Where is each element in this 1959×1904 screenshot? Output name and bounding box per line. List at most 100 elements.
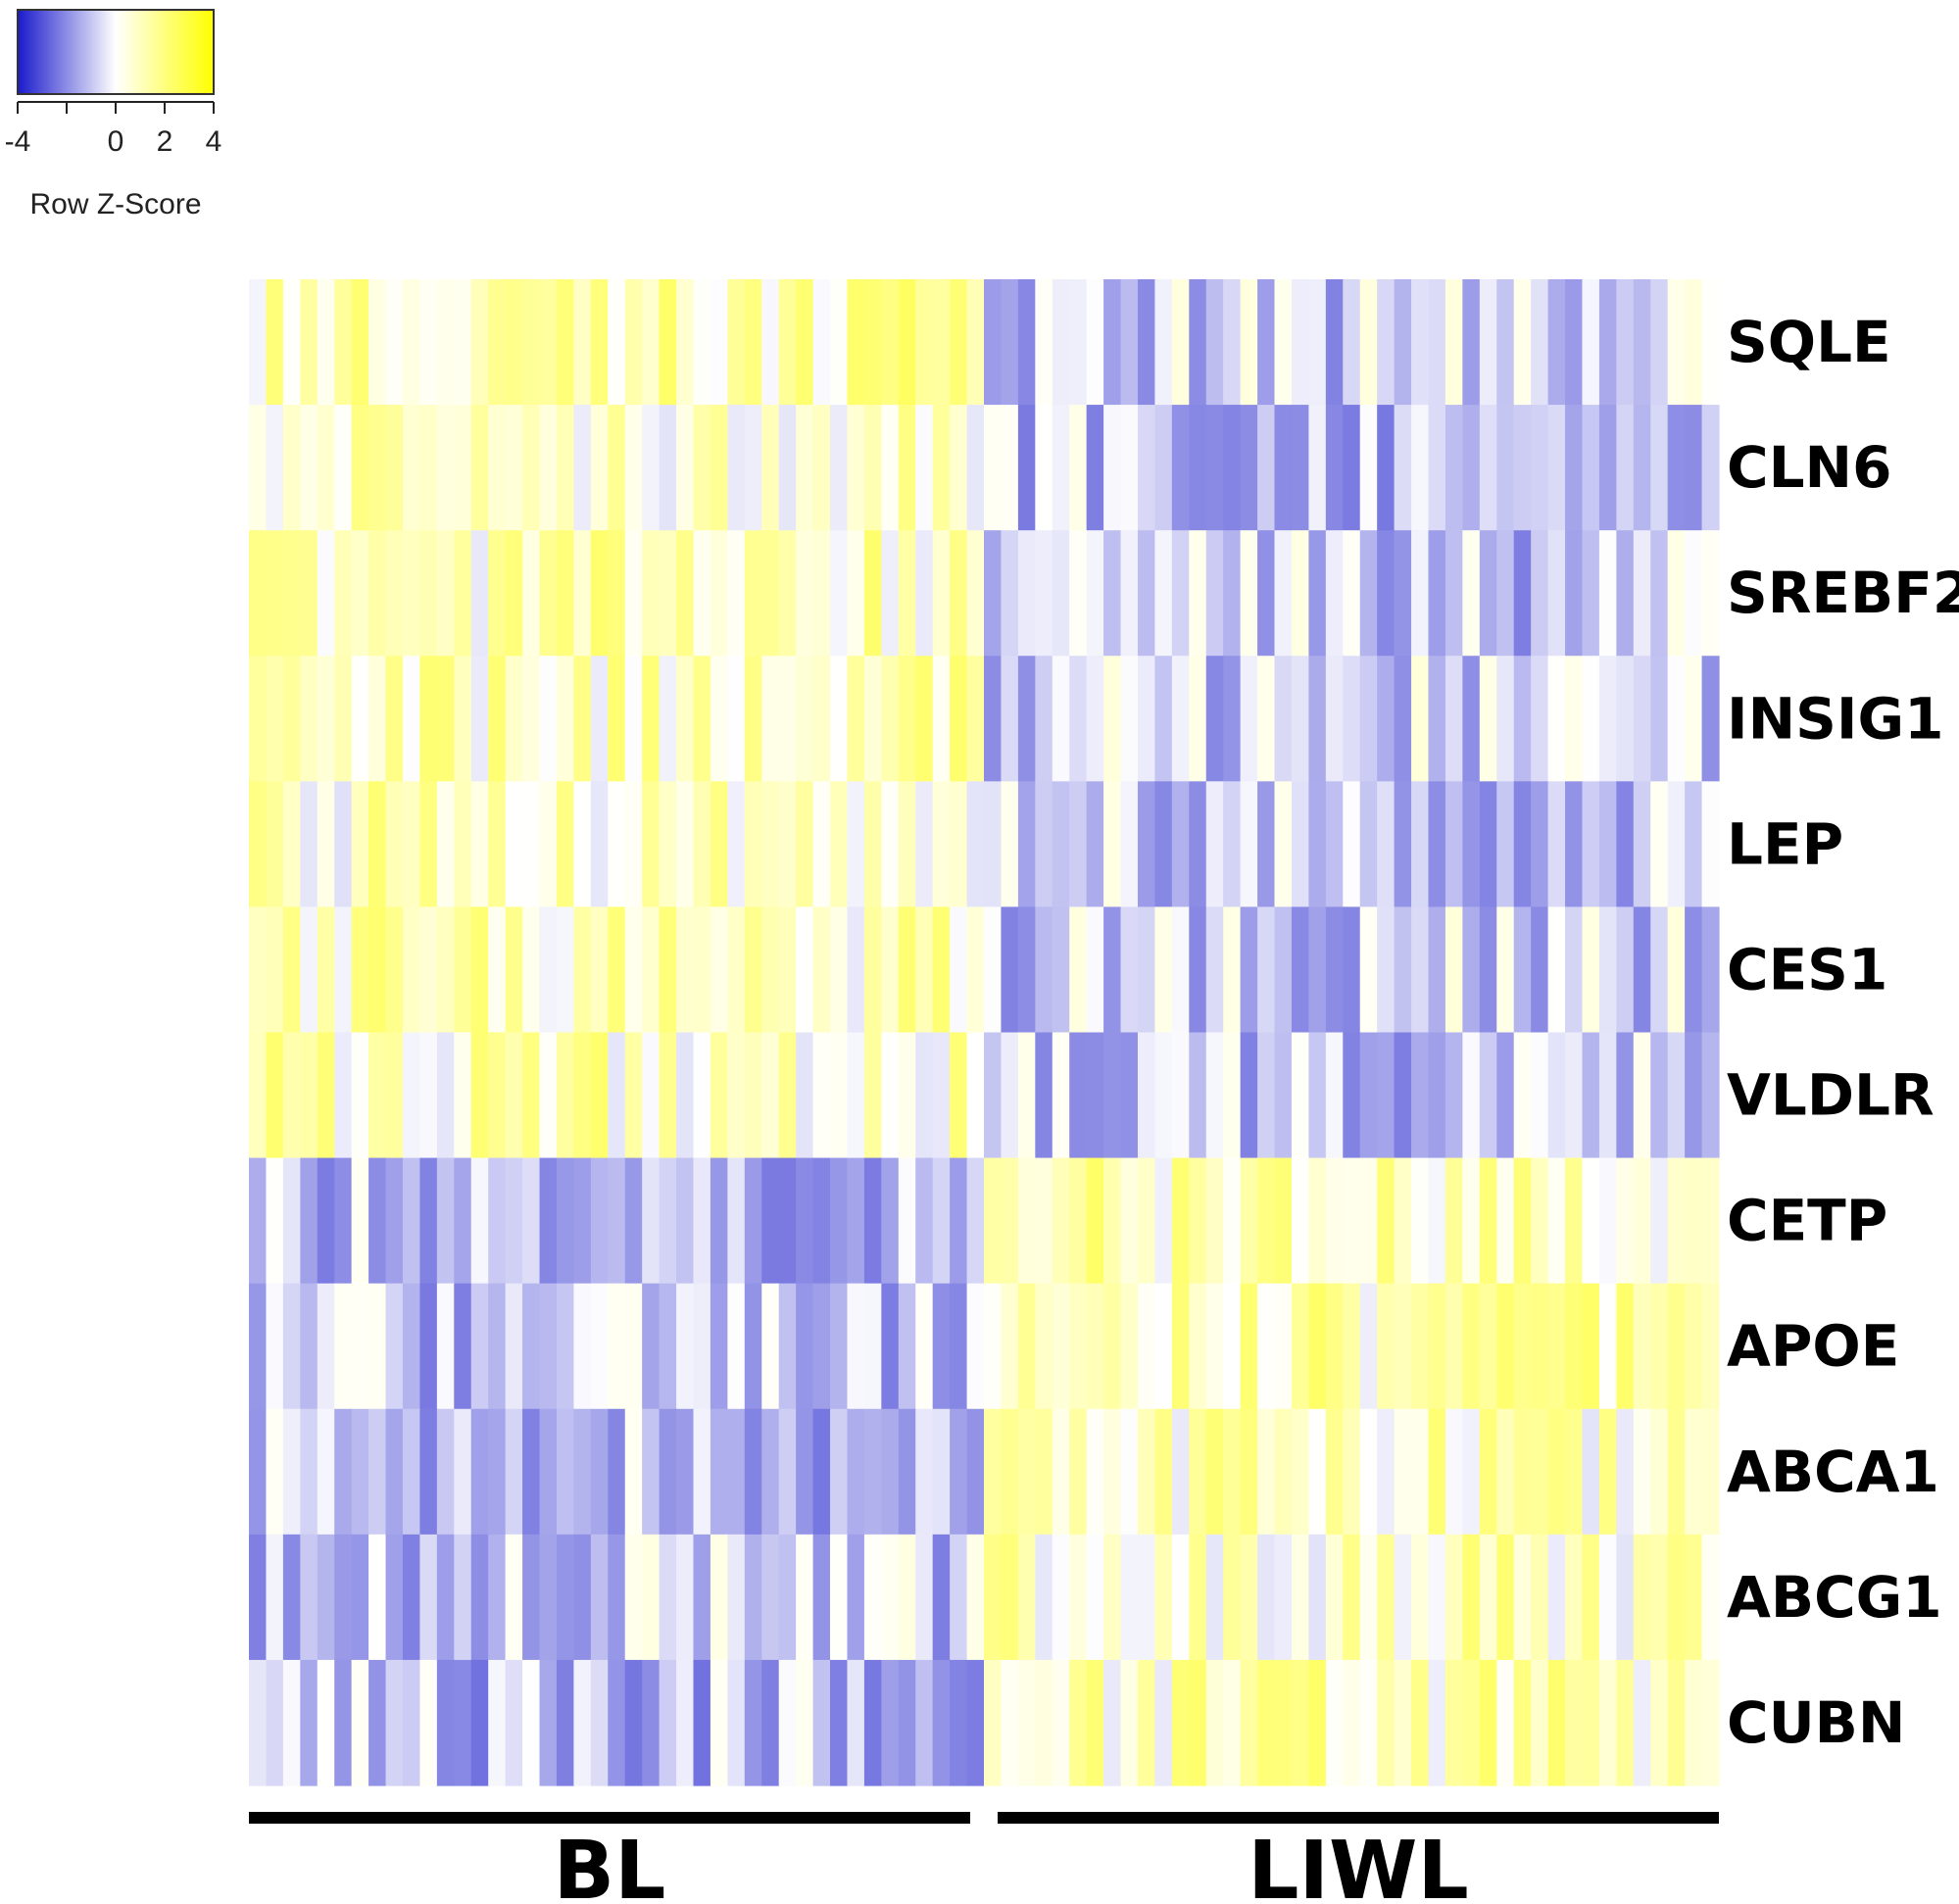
heatmap-cell xyxy=(1479,530,1497,657)
heatmap-cell xyxy=(1479,1408,1497,1536)
heatmap-cell xyxy=(812,1659,831,1786)
heatmap-cell xyxy=(539,279,558,406)
heatmap-cell xyxy=(1428,656,1446,782)
heatmap-cell xyxy=(1513,1659,1532,1786)
heatmap-cell xyxy=(1189,781,1207,908)
heatmap-cell xyxy=(1394,906,1412,1034)
heatmap-cell xyxy=(693,1157,711,1285)
heatmap-cell xyxy=(881,1283,900,1410)
heatmap-cell xyxy=(778,530,797,657)
heatmap-cell xyxy=(1359,906,1378,1034)
heatmap-cell xyxy=(522,1283,541,1410)
heatmap-cell xyxy=(1513,279,1532,406)
heatmap-cell xyxy=(1223,1157,1242,1285)
heatmap-cell xyxy=(744,656,762,782)
heatmap-cell xyxy=(1343,781,1361,908)
heatmap-cell xyxy=(1496,1032,1515,1159)
heatmap-cell xyxy=(1394,1283,1412,1410)
heatmap-cell xyxy=(590,781,609,908)
heatmap-cell xyxy=(830,1032,849,1159)
heatmap-cell xyxy=(608,1659,626,1786)
heatmap-cell xyxy=(1325,1659,1344,1786)
heatmap-cell xyxy=(1171,279,1190,406)
heatmap-cell xyxy=(300,1032,318,1159)
row-labels: SQLE CLN6 SREBF2 INSIG1 LEP CES1 VLDLR CETP APOE… xyxy=(1727,309,1959,1756)
heatmap-cell xyxy=(1598,1408,1617,1536)
heatmap-cell xyxy=(1240,1659,1258,1786)
heatmap-cell xyxy=(1565,1408,1584,1536)
heatmap-cell xyxy=(624,1534,643,1661)
heatmap-cell xyxy=(1547,1408,1566,1536)
heatmap-cell xyxy=(1120,1408,1139,1536)
heatmap-cell xyxy=(573,530,592,657)
heatmap-cell xyxy=(1598,1659,1617,1786)
heatmap-cell xyxy=(1343,1032,1361,1159)
heatmap-cell xyxy=(1274,1157,1293,1285)
heatmap-cell xyxy=(1394,279,1412,406)
heatmap-cell xyxy=(966,405,985,531)
heatmap-cell xyxy=(368,906,387,1034)
heatmap-cell xyxy=(419,1157,438,1285)
group-annotations: BL LIWL xyxy=(249,1812,1719,1904)
color-key-tick-label: -4 xyxy=(5,125,31,158)
heatmap-cell xyxy=(573,1032,592,1159)
heatmap-cell xyxy=(1308,1534,1327,1661)
heatmap-cell xyxy=(642,530,661,657)
heatmap-cell xyxy=(249,781,268,908)
heatmap-cell xyxy=(1274,1534,1293,1661)
heatmap-cell xyxy=(1685,1032,1703,1159)
heatmap-cell xyxy=(470,1283,489,1410)
heatmap-cell xyxy=(436,1157,455,1285)
heatmap-cell xyxy=(1137,279,1156,406)
heatmap-cell xyxy=(488,781,507,908)
heatmap-cell xyxy=(1701,906,1720,1034)
heatmap-cell xyxy=(1240,405,1258,531)
heatmap-cell xyxy=(1154,1408,1173,1536)
heatmap-cell xyxy=(881,405,900,531)
heatmap-cell xyxy=(1633,1408,1651,1536)
heatmap-cell xyxy=(847,1283,865,1410)
heatmap-cell xyxy=(950,781,968,908)
heatmap-cell xyxy=(898,1157,916,1285)
heatmap-cell xyxy=(1411,1283,1430,1410)
heatmap-cell xyxy=(1582,1032,1600,1159)
heatmap-cell xyxy=(1359,530,1378,657)
heatmap-cell xyxy=(1377,906,1396,1034)
heatmap-cell xyxy=(1377,405,1396,531)
heatmap-cell xyxy=(1513,1534,1532,1661)
heatmap-cell xyxy=(1120,1534,1139,1661)
heatmap-cell xyxy=(402,530,421,657)
heatmap-cell xyxy=(1137,1408,1156,1536)
heatmap-cell xyxy=(659,405,677,531)
heatmap-cell xyxy=(556,405,574,531)
heatmap-cell xyxy=(334,1408,353,1536)
heatmap-cell xyxy=(436,1283,455,1410)
heatmap-cell xyxy=(1069,1157,1088,1285)
heatmap-cell xyxy=(1616,906,1635,1034)
heatmap-cell xyxy=(402,1283,421,1410)
heatmap-cell xyxy=(761,1659,780,1786)
heatmap-cell xyxy=(1240,279,1258,406)
heatmap-cell xyxy=(385,1032,404,1159)
heatmap-cell xyxy=(966,1032,985,1159)
heatmap-cell xyxy=(505,1157,523,1285)
heatmap-cell xyxy=(1547,1534,1566,1661)
heatmap-cell xyxy=(1582,656,1600,782)
heatmap-cell xyxy=(796,1534,814,1661)
heatmap-cell xyxy=(470,656,489,782)
heatmap-cell xyxy=(778,1157,797,1285)
heatmap-cell xyxy=(1035,1534,1053,1661)
heatmap-cell xyxy=(1086,1534,1104,1661)
heatmap-cell xyxy=(351,405,369,531)
heatmap-cell xyxy=(1531,1659,1549,1786)
heatmap-cell xyxy=(334,1032,353,1159)
heatmap-cell xyxy=(1291,781,1309,908)
heatmap-cell xyxy=(1223,656,1242,782)
heatmap-cell xyxy=(1069,1032,1088,1159)
heatmap-cell xyxy=(1496,1283,1515,1410)
heatmap-cell xyxy=(812,906,831,1034)
heatmap-cell xyxy=(830,1659,849,1786)
heatmap-cell xyxy=(454,1283,472,1410)
heatmap-cell xyxy=(1137,405,1156,531)
heatmap-cell xyxy=(1513,1283,1532,1410)
